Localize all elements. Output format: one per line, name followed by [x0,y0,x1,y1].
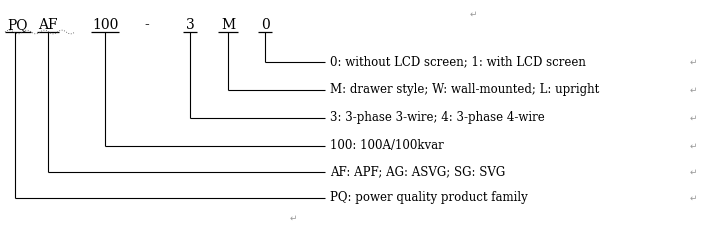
Text: 100: 100A/100kvar: 100: 100A/100kvar [330,140,444,152]
Text: AF: APF; AG: ASVG; SG: SVG: AF: APF; AG: ASVG; SG: SVG [330,165,505,179]
Text: PQ: power quality product family: PQ: power quality product family [330,191,528,204]
Text: 3: 3-phase 3-wire; 4: 3-phase 4-wire: 3: 3-phase 3-wire; 4: 3-phase 4-wire [330,112,544,125]
Text: ↵: ↵ [690,58,697,67]
Text: ↵: ↵ [290,213,298,222]
Text: PQ: PQ [8,18,28,32]
Text: ↵: ↵ [690,194,697,203]
Text: M: drawer style; W: wall-mounted; L: upright: M: drawer style; W: wall-mounted; L: upr… [330,83,599,97]
Text: -: - [145,18,149,32]
Text: 0: without LCD screen; 1: with LCD screen: 0: without LCD screen; 1: with LCD scree… [330,55,586,69]
Text: ↵: ↵ [690,167,697,176]
Text: ↵: ↵ [470,9,478,18]
Text: AF: AF [38,18,58,32]
Text: ↵: ↵ [690,113,697,122]
Text: 100: 100 [92,18,118,32]
Text: ↵: ↵ [690,142,697,151]
Text: M: M [221,18,235,32]
Text: 0: 0 [261,18,269,32]
Text: 3: 3 [185,18,194,32]
Text: ↵: ↵ [690,85,697,94]
